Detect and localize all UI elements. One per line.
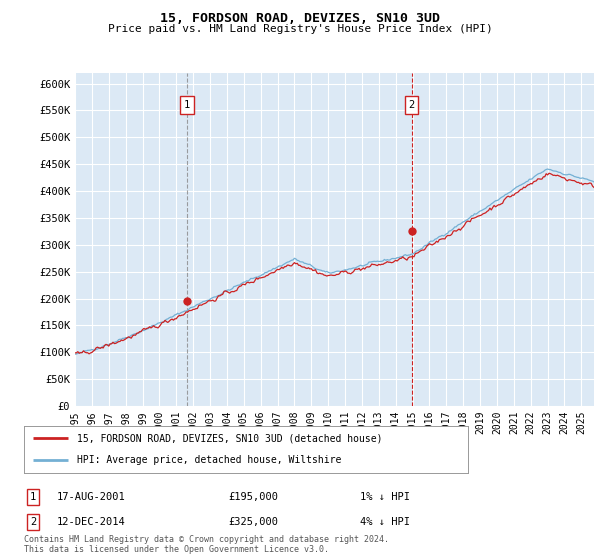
- Text: HPI: Average price, detached house, Wiltshire: HPI: Average price, detached house, Wilt…: [77, 455, 341, 465]
- Text: 2: 2: [409, 100, 415, 110]
- Text: 15, FORDSON ROAD, DEVIZES, SN10 3UD: 15, FORDSON ROAD, DEVIZES, SN10 3UD: [160, 12, 440, 25]
- Text: 12-DEC-2014: 12-DEC-2014: [57, 517, 126, 527]
- Text: 17-AUG-2001: 17-AUG-2001: [57, 492, 126, 502]
- Text: 15, FORDSON ROAD, DEVIZES, SN10 3UD (detached house): 15, FORDSON ROAD, DEVIZES, SN10 3UD (det…: [77, 433, 383, 444]
- Text: 4% ↓ HPI: 4% ↓ HPI: [360, 517, 410, 527]
- Text: 1: 1: [184, 100, 190, 110]
- Text: £195,000: £195,000: [228, 492, 278, 502]
- Text: 1% ↓ HPI: 1% ↓ HPI: [360, 492, 410, 502]
- Text: Contains HM Land Registry data © Crown copyright and database right 2024.
This d: Contains HM Land Registry data © Crown c…: [24, 535, 389, 554]
- Text: Price paid vs. HM Land Registry's House Price Index (HPI): Price paid vs. HM Land Registry's House …: [107, 24, 493, 34]
- Text: £325,000: £325,000: [228, 517, 278, 527]
- Text: 1: 1: [30, 492, 36, 502]
- Text: 2: 2: [30, 517, 36, 527]
